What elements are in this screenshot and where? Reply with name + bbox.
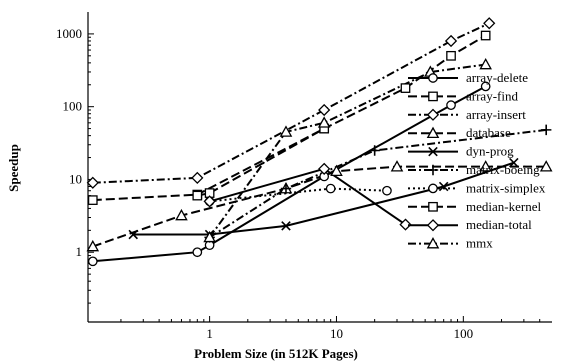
legend-label-dyn-prog: dyn-prog <box>466 144 514 159</box>
data-point-database <box>330 164 343 177</box>
legend-marker-mmx <box>426 237 440 249</box>
data-point-matrix-boeing <box>280 183 292 194</box>
legend-marker-array-delete <box>428 73 438 83</box>
data-point-array-find <box>480 30 491 41</box>
legend-item-database: database <box>408 125 511 140</box>
legend-marker-array-insert <box>426 108 440 121</box>
legend-item-array-delete: array-delete <box>408 70 528 85</box>
series-line-array-delete <box>92 85 487 263</box>
legend-item-dyn-prog: dyn-prog <box>408 144 514 159</box>
legend-marker-median-kernel <box>428 201 438 212</box>
data-point-array-insert <box>86 176 99 189</box>
axes <box>87 12 552 323</box>
legend-item-matrix-simplex: matrix-simplex <box>408 180 546 195</box>
legend-label-database: database <box>466 125 511 140</box>
data-point-array-insert <box>191 171 204 185</box>
legend-marker-matrix-boeing <box>427 164 439 176</box>
legend-label-matrix-boeing: matrix-boeing <box>466 162 540 177</box>
legend-item-array-insert: array-insert <box>408 107 526 122</box>
legend-label-array-insert: array-insert <box>466 107 526 122</box>
data-point-array-insert <box>483 17 496 30</box>
legend-item-median-kernel: median-kernel <box>408 199 541 214</box>
legend-marker-matrix-simplex <box>428 183 438 194</box>
data-point-median-total <box>399 218 412 231</box>
legend-item-median-total: median-total <box>408 217 532 232</box>
data-point-matrix-boeing <box>369 145 380 156</box>
legend-label-matrix-simplex: matrix-simplex <box>466 180 546 195</box>
data-point-mmx <box>479 57 492 70</box>
data-point-matrix-boeing <box>540 124 552 136</box>
legend-item-matrix-boeing: matrix-boeing <box>408 162 540 177</box>
y-tick-label: 1000 <box>56 26 82 41</box>
x-tick-label: 1 <box>206 326 213 341</box>
legend-item-mmx: mmx <box>408 236 493 251</box>
data-point-array-delete <box>480 81 491 92</box>
data-point-database <box>479 160 492 172</box>
legend: array-delete array-find array-insert databa… <box>408 70 546 251</box>
data-point-dyn-prog <box>509 157 519 168</box>
y-tick-label: 10 <box>69 171 82 186</box>
data-point-array-find <box>400 83 411 93</box>
legend-item-array-find: array-find <box>408 88 518 103</box>
data-point-database <box>86 239 100 252</box>
series-line-array-insert <box>92 22 490 184</box>
legend-marker-dyn-prog <box>428 146 438 157</box>
data-point-median-total <box>203 195 216 208</box>
legend-marker-database <box>426 126 440 139</box>
data-point-array-delete <box>446 100 456 110</box>
data-point-array-insert <box>318 103 331 117</box>
series-line-array-find <box>92 34 487 202</box>
y-tick-label: 100 <box>63 99 83 114</box>
data-point-dyn-prog <box>128 229 138 240</box>
data-point-mmx <box>279 125 293 137</box>
legend-label-median-total: median-total <box>466 217 532 232</box>
series-markers <box>86 17 553 267</box>
data-point-matrix-simplex <box>382 185 392 196</box>
y-tick-label: 1 <box>76 244 83 259</box>
data-point-database <box>390 160 404 172</box>
data-point-mmx <box>203 230 216 243</box>
data-point-database <box>539 160 553 172</box>
data-point-array-delete <box>87 256 98 267</box>
x-tick-label: 10 <box>330 326 343 341</box>
data-point-array-find <box>446 50 456 61</box>
x-tick-label: 100 <box>454 326 474 341</box>
ticks: 1 10 100 1000 1 10 100 <box>56 26 541 341</box>
data-point-array-find <box>87 195 98 205</box>
data-point-median-kernel <box>192 190 203 201</box>
data-point-dyn-prog <box>281 221 291 231</box>
legend-marker-array-find <box>428 91 438 102</box>
legend-label-array-delete: array-delete <box>466 70 528 85</box>
data-point-matrix-simplex <box>325 183 336 194</box>
legend-label-mmx: mmx <box>466 236 493 251</box>
x-axis-title: Problem Size (in 512K Pages) <box>194 346 358 361</box>
data-point-median-total <box>318 162 331 175</box>
data-point-array-delete <box>192 247 203 258</box>
series-line-matrix-boeing <box>209 128 547 239</box>
data-point-mmx <box>317 116 331 128</box>
legend-label-median-kernel: median-kernel <box>466 199 541 214</box>
y-axis-title: Speedup <box>6 144 21 192</box>
legend-marker-median-total <box>426 219 440 232</box>
data-point-dyn-prog <box>438 181 449 192</box>
series-line-matrix-simplex <box>209 187 388 203</box>
data-point-array-insert <box>444 34 458 48</box>
legend-label-array-find: array-find <box>466 88 518 103</box>
data-point-database <box>175 208 188 221</box>
series-line-mmx <box>208 63 486 238</box>
